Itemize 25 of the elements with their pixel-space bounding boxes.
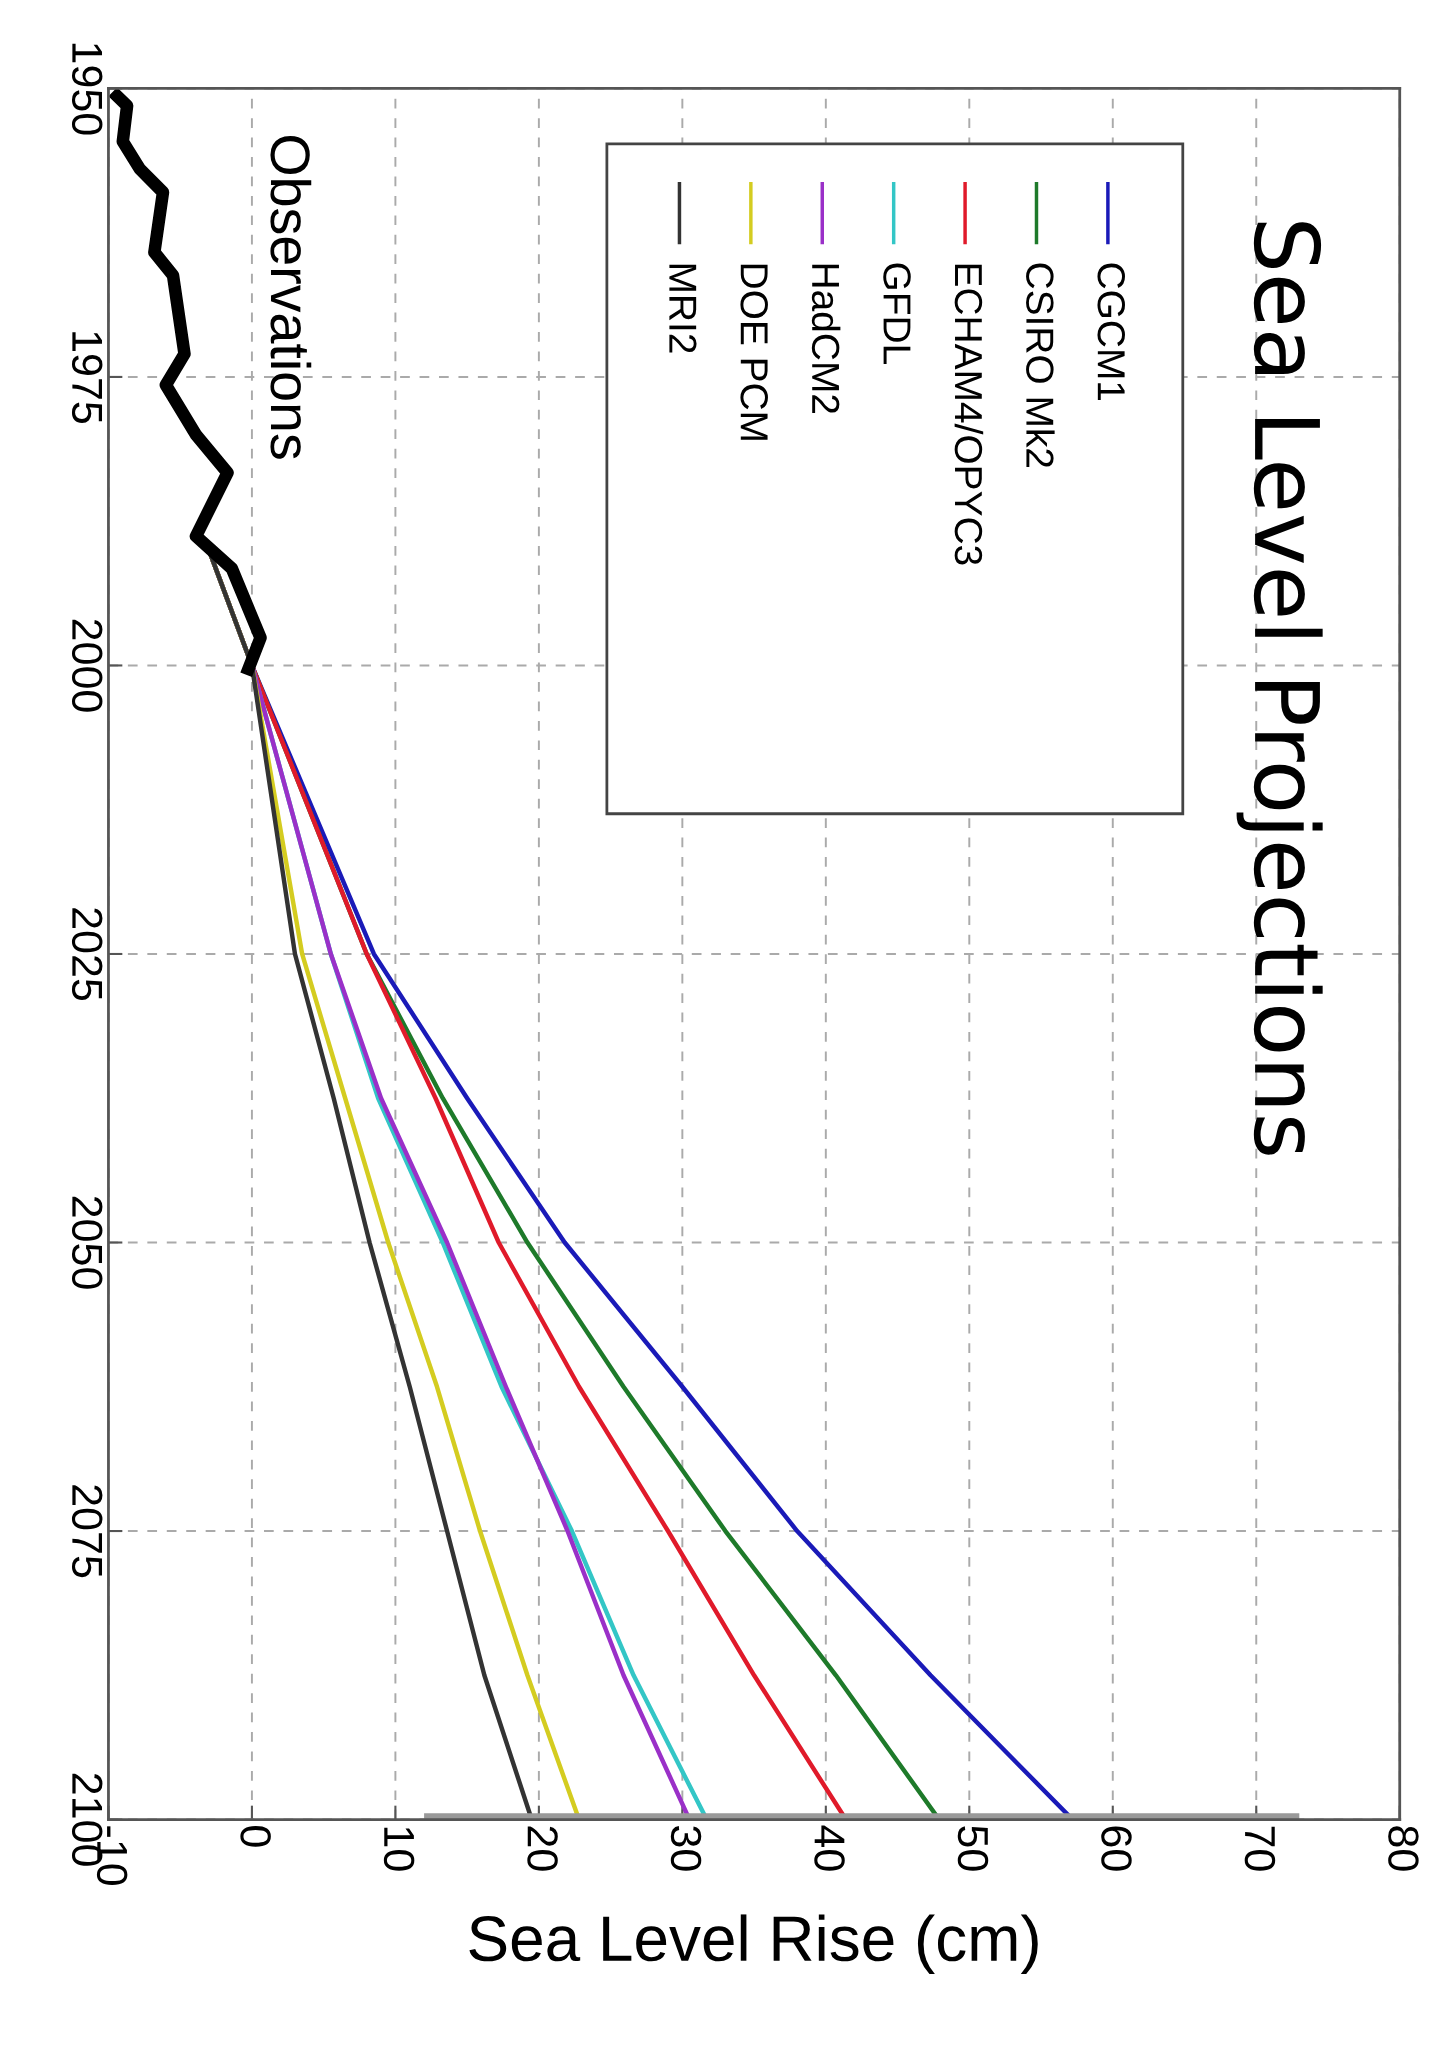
- y-tick-label: 1975: [71, 332, 103, 424]
- legend-label: HadCM2: [811, 264, 841, 414]
- y-tick-label: 2025: [71, 908, 103, 1001]
- x-tick-label: 40: [814, 1825, 845, 1871]
- x-tick-label: 70: [1244, 1826, 1276, 1871]
- legend-label: CSIRO Mk2: [1026, 263, 1055, 467]
- x-axis-title: Sea Level Rise (cm): [469, 1914, 1038, 1974]
- x-tick-label: 60: [1101, 1826, 1132, 1871]
- legend-label: DOE PCM: [740, 264, 768, 440]
- x-tick-label: 0: [240, 1826, 271, 1847]
- x-tick-label: 20: [527, 1826, 558, 1871]
- x-tick-label: 10: [383, 1827, 415, 1871]
- x-tick-label: 80: [1388, 1826, 1419, 1871]
- x-tick-label: 50: [957, 1826, 989, 1871]
- legend-label: ECHAM4/OPYC3: [954, 264, 984, 565]
- legend-label: MRI2: [669, 264, 697, 353]
- legend-label: CGCM1: [1097, 263, 1125, 401]
- y-tick-label: 1950: [71, 43, 103, 135]
- text: Sea Level Projections: [1236, 222, 1323, 1155]
- y-tick-label: 2000: [71, 619, 103, 712]
- y-tick-label: 2050: [71, 1196, 103, 1289]
- x-tick-label: 30: [670, 1826, 702, 1871]
- annotation: Observations: [270, 136, 312, 459]
- legend-label: GFDL: [883, 263, 911, 364]
- y-tick-label: 2075: [71, 1485, 103, 1578]
